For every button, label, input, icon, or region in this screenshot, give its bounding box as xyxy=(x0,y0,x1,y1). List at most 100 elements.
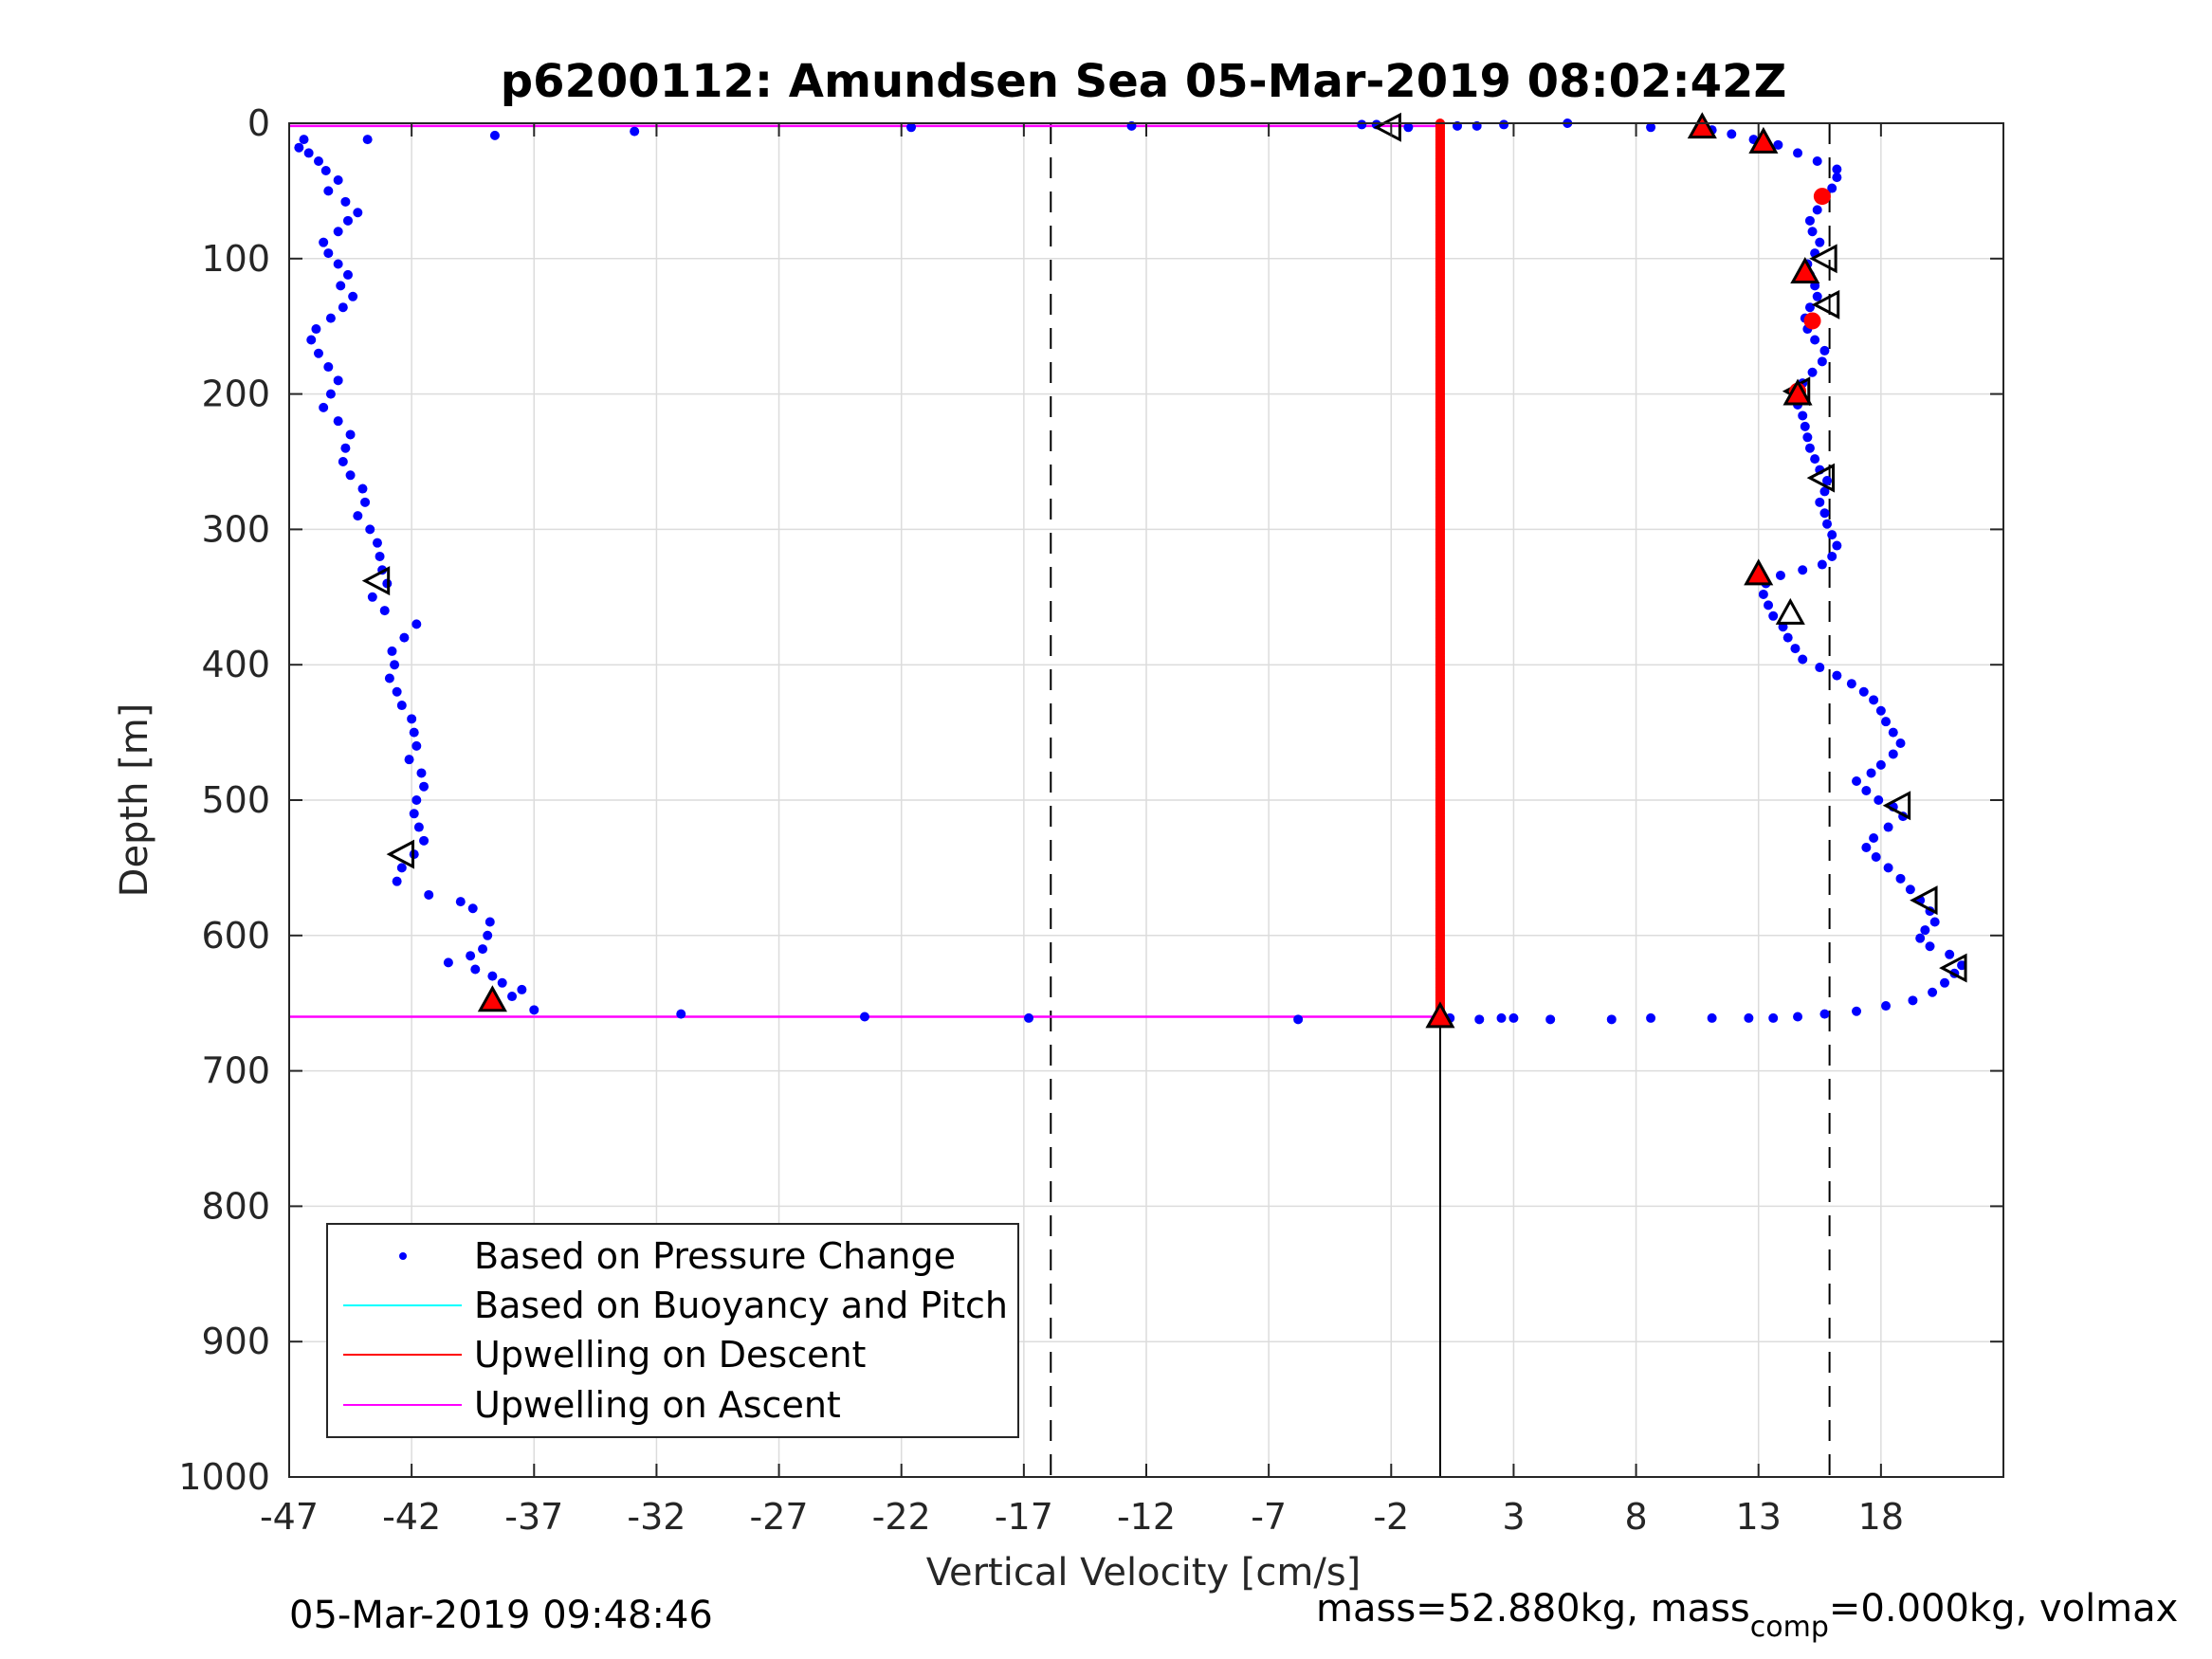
pressure-change-point xyxy=(1819,508,1830,519)
pressure-change-point xyxy=(392,686,402,697)
pressure-change-point xyxy=(1817,356,1827,367)
pressure-change-point xyxy=(466,951,476,961)
open-left-triangle-marker xyxy=(1809,244,1837,274)
pressure-change-point xyxy=(311,324,321,335)
y-tick-label: 800 xyxy=(201,1185,270,1227)
pressure-change-point xyxy=(1646,1012,1656,1023)
legend-marker-pressure-change xyxy=(399,1252,407,1260)
pressure-change-point xyxy=(1895,873,1906,884)
pressure-change-point xyxy=(1832,164,1842,174)
pressure-change-point xyxy=(1790,644,1801,654)
pressure-change-point xyxy=(1827,183,1837,193)
pressure-change-point xyxy=(333,227,343,237)
pressure-change-point xyxy=(859,1012,869,1022)
pressure-change-point xyxy=(387,646,397,656)
pressure-change-point xyxy=(1764,600,1774,611)
pressure-change-point xyxy=(1707,1012,1717,1023)
pressure-change-point xyxy=(411,740,422,751)
x-tick-label: -47 xyxy=(260,1496,319,1538)
pressure-change-point xyxy=(375,551,385,561)
pressure-change-point xyxy=(1920,925,1930,936)
y-axis-label: Depth [m] xyxy=(113,703,156,898)
pressure-change-point xyxy=(1545,1014,1556,1025)
pressure-change-point xyxy=(1804,443,1815,453)
footer-mass-part1: mass=52.880kg, mass xyxy=(1316,1587,1750,1631)
pressure-change-point xyxy=(1832,670,1842,681)
pressure-change-point xyxy=(306,335,317,345)
pressure-change-point xyxy=(1793,1012,1803,1022)
open-left-triangle-marker xyxy=(1373,112,1401,142)
pressure-change-point xyxy=(1861,842,1872,852)
pressure-change-point xyxy=(323,186,334,196)
x-tick-label: 3 xyxy=(1502,1496,1525,1538)
pressure-change-point xyxy=(1758,589,1768,599)
open-left-triangle-marker xyxy=(1811,289,1840,319)
red-circle-marker xyxy=(1813,188,1831,206)
pressure-change-point xyxy=(1804,302,1815,313)
pressure-change-point xyxy=(313,155,323,166)
y-axis-ticks: 0 100 200 300 400 500 600 700 800 900 1000 xyxy=(178,102,2003,1498)
pressure-change-point xyxy=(1804,215,1815,226)
pressure-change-point xyxy=(353,208,363,218)
pressure-change-point xyxy=(340,443,351,453)
filled-up-triangle-marker xyxy=(1687,112,1717,139)
pressure-change-point xyxy=(1819,345,1830,356)
pressure-change-point xyxy=(1928,987,1938,997)
y-tick-label: 900 xyxy=(201,1321,270,1362)
x-tick-label: -42 xyxy=(382,1496,441,1538)
y-tick-label: 400 xyxy=(201,644,270,685)
pressure-change-point xyxy=(1929,917,1940,927)
pressure-change-point xyxy=(1866,768,1876,778)
pressure-change-point xyxy=(409,727,419,738)
pressure-change-point xyxy=(489,130,500,140)
pressure-change-point xyxy=(1822,475,1833,485)
pressure-change-point xyxy=(1815,663,1825,673)
pressure-change-point xyxy=(1925,941,1935,952)
pressure-change-point xyxy=(1822,519,1833,529)
pressure-change-point xyxy=(1819,1009,1830,1019)
pressure-change-point xyxy=(487,971,498,981)
reference-lines xyxy=(1050,123,1831,1477)
x-tick-label: -22 xyxy=(872,1496,931,1538)
pressure-change-point xyxy=(1819,486,1830,497)
pressure-change-point xyxy=(365,524,375,535)
pressure-change-point xyxy=(1881,717,1892,727)
pressure-change-point xyxy=(497,977,507,988)
pressure-change-point xyxy=(411,795,422,805)
pressure-change-point xyxy=(1812,291,1822,301)
pressure-change-point xyxy=(1810,454,1820,465)
pressure-change-point xyxy=(294,142,304,153)
y-tick-label: 500 xyxy=(201,779,270,821)
pressure-change-point xyxy=(1827,551,1837,561)
y-tick-label: 0 xyxy=(247,102,270,144)
open-left-triangle-marker xyxy=(1806,463,1836,493)
pressure-change-point xyxy=(345,470,356,481)
open-left-triangle-marker xyxy=(1939,953,1967,983)
open-left-triangle-marker xyxy=(386,839,415,869)
y-tick-label: 1000 xyxy=(178,1456,270,1498)
filled-up-triangle-marker xyxy=(1425,1001,1455,1029)
pressure-change-point xyxy=(1869,695,1879,705)
x-tick-label: -12 xyxy=(1117,1496,1176,1538)
pressure-change-point xyxy=(1888,727,1898,738)
pressure-change-point xyxy=(1802,432,1813,443)
pressure-change-point xyxy=(1773,139,1783,150)
pressure-change-point xyxy=(1807,227,1818,237)
pressure-change-point xyxy=(325,313,336,323)
legend: Based on Pressure Change Based on Buoyan… xyxy=(326,1223,1019,1438)
pressure-change-point xyxy=(399,632,410,643)
pressure-change-point xyxy=(404,755,414,765)
legend-label-upwelling-ascent: Upwelling on Ascent xyxy=(474,1384,841,1426)
pressure-change-point xyxy=(630,126,640,137)
y-tick-label: 700 xyxy=(201,1050,270,1092)
pressure-change-point xyxy=(1883,863,1893,873)
pressure-change-point xyxy=(338,457,348,466)
pressure-change-point xyxy=(1606,1014,1617,1025)
pressure-change-point xyxy=(1871,851,1881,862)
pressure-change-point xyxy=(353,511,363,521)
pressure-change-point xyxy=(1875,759,1886,770)
pressure-change-point xyxy=(1775,570,1785,580)
pressure-change-point xyxy=(362,135,373,145)
pressure-change-point xyxy=(1357,119,1367,130)
pressure-change-point xyxy=(384,673,394,684)
